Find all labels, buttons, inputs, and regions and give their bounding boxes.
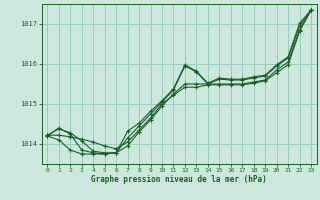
X-axis label: Graphe pression niveau de la mer (hPa): Graphe pression niveau de la mer (hPa) [91,175,267,184]
